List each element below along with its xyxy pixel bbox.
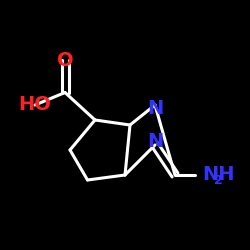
Text: O: O	[57, 50, 73, 70]
Text: HO: HO	[18, 96, 52, 114]
Text: NH: NH	[202, 166, 235, 184]
Text: N: N	[147, 132, 163, 151]
Text: 2: 2	[214, 174, 223, 187]
Text: N: N	[147, 99, 163, 118]
